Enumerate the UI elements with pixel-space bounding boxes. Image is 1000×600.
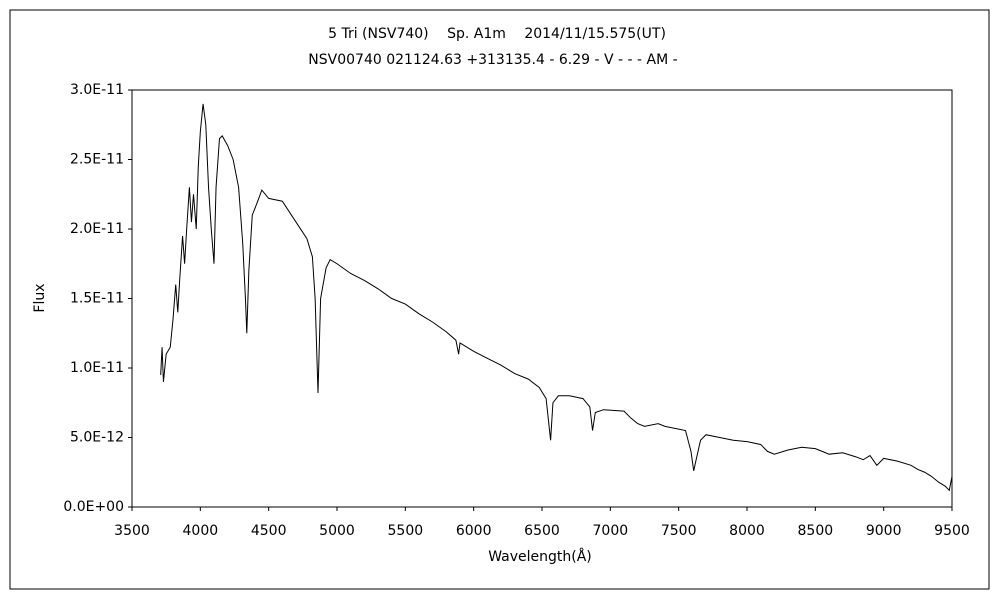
x-tick-label: 8500 <box>798 523 834 539</box>
x-tick-label: 9500 <box>934 523 970 539</box>
x-tick-label: 4000 <box>183 523 219 539</box>
y-tick-label: 5.0E-12 <box>70 430 124 446</box>
x-tick-label: 7500 <box>661 523 697 539</box>
y-axis-label: Flux <box>32 283 48 312</box>
x-tick-label: 5000 <box>319 523 355 539</box>
y-tick-label: 1.0E-11 <box>70 360 124 376</box>
x-tick-label: 6000 <box>456 523 492 539</box>
y-tick-label: 2.5E-11 <box>70 152 124 168</box>
x-tick-label: 6500 <box>524 523 560 539</box>
x-tick-label: 5500 <box>388 523 424 539</box>
spectrum-line <box>160 103 953 492</box>
y-tick-label: 0.0E+00 <box>63 499 124 515</box>
y-tick-label: 3.0E-11 <box>70 82 124 98</box>
chart-title: 5 Tri (NSV740) Sp. A1m 2014/11/15.575(UT… <box>328 26 666 42</box>
x-tick-label: 8000 <box>729 523 765 539</box>
chart-subtitle: NSV00740 021124.63 +313135.4 - 6.29 - V … <box>308 52 677 68</box>
chart-frame <box>9 9 990 590</box>
y-tick-label: 1.5E-11 <box>70 291 124 307</box>
x-axis-label: Wavelength(Å) <box>488 548 592 565</box>
y-tick-label: 2.0E-11 <box>70 221 124 237</box>
x-tick-label: 3500 <box>114 523 150 539</box>
x-tick-label: 9000 <box>866 523 902 539</box>
x-tick-label: 4500 <box>251 523 287 539</box>
x-tick-label: 7000 <box>593 523 629 539</box>
